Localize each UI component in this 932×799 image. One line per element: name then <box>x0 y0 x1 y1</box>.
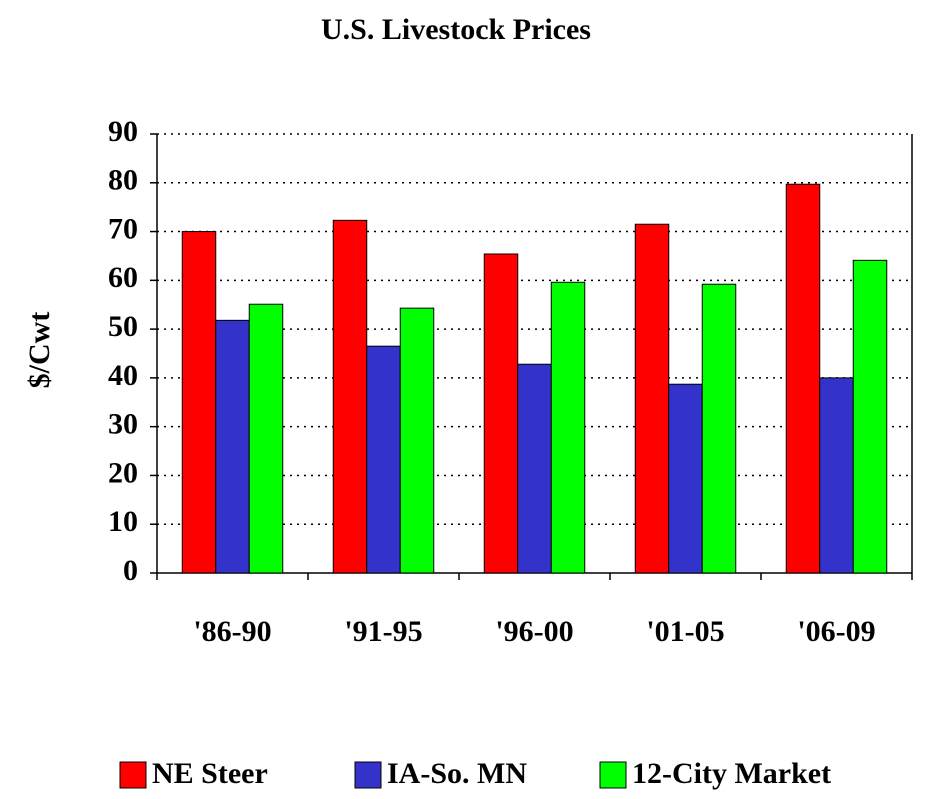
bar <box>483 253 519 574</box>
bar <box>701 283 737 574</box>
x-tick-label: '96-00 <box>495 615 573 648</box>
bar <box>215 319 250 574</box>
x-tick-label: '06-09 <box>797 615 875 648</box>
x-tick-label: '01-05 <box>646 615 724 648</box>
legend-label: NE Steer <box>152 757 268 790</box>
y-tick-label: 10 <box>108 505 138 538</box>
x-tick-label: '91-95 <box>344 615 422 648</box>
y-tick-label: 60 <box>108 261 138 294</box>
y-tick-label: 90 <box>108 115 138 148</box>
bar <box>550 281 586 574</box>
y-tick-label: 80 <box>108 164 138 197</box>
y-tick-label: 30 <box>108 408 138 441</box>
legend-swatch <box>119 761 147 789</box>
legend-label: IA-So. MN <box>387 757 527 790</box>
y-tick-label: 0 <box>123 554 138 587</box>
legend-label: 12-City Market <box>632 757 831 790</box>
y-tick-label: 70 <box>108 212 138 245</box>
legend-swatch <box>599 761 627 789</box>
bar <box>785 183 821 574</box>
x-tick-label: '86-90 <box>193 615 271 648</box>
y-axis-label: $/Cwt <box>23 312 56 389</box>
bar <box>819 377 854 574</box>
bar <box>634 223 670 574</box>
bar <box>668 383 703 574</box>
bar <box>248 303 284 574</box>
legend-swatch <box>354 761 382 789</box>
bar <box>852 259 888 574</box>
y-tick-label: 50 <box>108 310 138 343</box>
y-tick-label: 40 <box>108 359 138 392</box>
bar <box>332 219 368 574</box>
y-tick-label: 20 <box>108 456 138 489</box>
bar <box>181 231 217 574</box>
bar <box>366 345 401 574</box>
bar <box>517 363 552 574</box>
bar <box>399 307 435 574</box>
chart-title: U.S. Livestock Prices <box>321 13 591 46</box>
